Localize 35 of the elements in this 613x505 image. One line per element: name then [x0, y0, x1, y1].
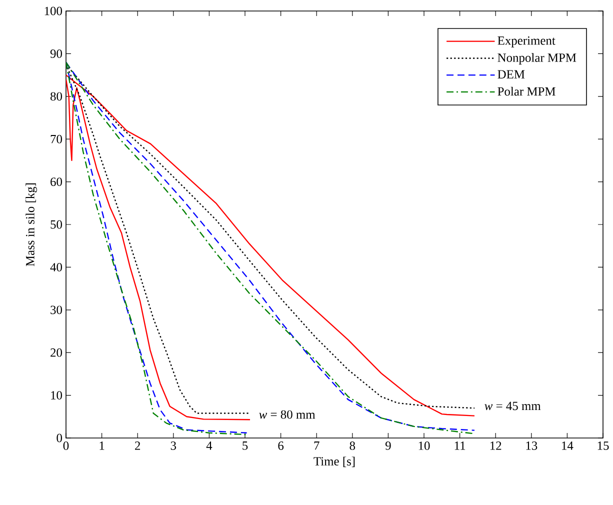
x-tick-label: 11: [454, 442, 466, 450]
annotation: w = 45 mm: [484, 402, 541, 410]
x-tick-label: 3: [170, 442, 176, 450]
x-tick-label: 8: [350, 442, 356, 450]
y-tick-label: 70: [50, 134, 62, 144]
x-tick-label: 7: [314, 442, 320, 450]
legend-label: Nonpolar MPM: [498, 53, 576, 64]
y-tick-label: 90: [50, 49, 62, 58]
y-tick-label: 0: [56, 434, 62, 442]
y-tick-label: 60: [50, 178, 62, 186]
x-tick-label: 0: [63, 442, 69, 450]
x-tick-label: 10: [418, 442, 430, 450]
legend-label: DEM: [498, 70, 525, 78]
x-tick-label: 9: [385, 442, 391, 450]
x-tick-label: 6: [278, 442, 284, 450]
x-axis-title: Time [s]: [314, 456, 355, 468]
y-tick-label: 50: [50, 220, 62, 229]
legend-label: Experiment: [498, 36, 556, 48]
x-tick-label: 14: [562, 442, 574, 450]
legend-label: Polar MPM: [498, 86, 556, 96]
y-tick-label: 10: [51, 391, 62, 400]
y-tick-label: 100: [44, 6, 62, 16]
y-tick-label: 80: [50, 92, 62, 101]
x-tick-label: 12: [490, 442, 502, 450]
annotation: w = 80 mm: [259, 410, 316, 419]
x-tick-label: 2: [135, 442, 140, 450]
y-tick-label: 20: [50, 348, 62, 357]
y-tick-label: 40: [50, 262, 62, 272]
y-tick-label: 30: [50, 306, 62, 314]
x-tick-label: 1: [100, 442, 104, 450]
x-tick-label: 4: [206, 442, 212, 450]
x-tick-label: 5: [242, 442, 248, 450]
x-tick-label: 15: [598, 442, 609, 450]
y-axis-title: Mass in silo [kg]: [26, 183, 37, 266]
x-tick-label: 13: [526, 442, 538, 450]
